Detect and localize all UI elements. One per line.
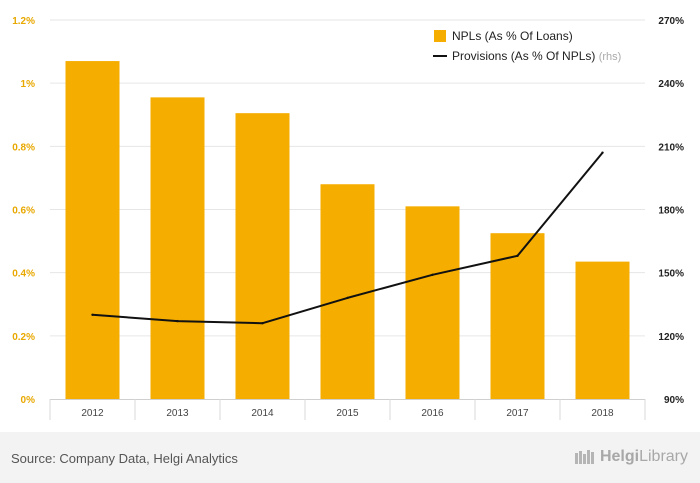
legend-axis-note: (rhs) (599, 51, 622, 63)
legend-label-npls: NPLs (As % Of Loans) (452, 29, 573, 43)
bar (575, 261, 630, 399)
bar (65, 61, 120, 399)
brand-prefix: Helgi (599, 448, 640, 465)
right-axis: 90% 120% 150% 180% 210% 240% 270% (658, 16, 684, 406)
line-point (91, 313, 94, 316)
bar (490, 233, 545, 399)
right-tick-label: 270% (658, 16, 684, 27)
bar (405, 206, 460, 399)
brand-suffix: Library (639, 448, 688, 465)
bar (150, 97, 205, 400)
x-tick-label: 2013 (166, 408, 189, 419)
x-tick-label: 2016 (421, 408, 444, 419)
left-tick-label: 0.6% (12, 206, 35, 217)
x-tick-label: 2012 (81, 408, 104, 419)
library-logo-icon (574, 450, 594, 464)
right-tick-label: 210% (658, 142, 684, 153)
bar (235, 113, 290, 399)
left-tick-label: 0.2% (12, 332, 35, 343)
right-tick-label: 120% (658, 332, 684, 343)
right-tick-label: 180% (658, 206, 684, 217)
legend-label-provisions: Provisions (As % Of NPLs) (rhs) (452, 49, 621, 63)
brand-name: HelgiLibrary (600, 448, 688, 466)
right-tick-label: 240% (658, 79, 684, 90)
right-tick-label: 90% (664, 395, 684, 406)
x-tick-label: 2018 (591, 408, 614, 419)
bar (320, 184, 375, 399)
source-note: Source: Company Data, Helgi Analytics (11, 451, 238, 466)
line-point (261, 322, 264, 325)
line-point (346, 296, 349, 300)
line-point (431, 273, 434, 276)
left-axis: 0% 0.2% 0.4% 0.6% 0.8% 1% 1.2% (12, 16, 35, 406)
bar-series (65, 61, 630, 400)
x-axis: 2012 2013 2014 2015 2016 2017 2018 (49, 399, 646, 420)
left-tick-label: 0.8% (12, 142, 35, 153)
left-tick-label: 1% (21, 79, 36, 90)
line-point (601, 151, 604, 154)
left-tick-label: 0% (21, 395, 36, 406)
line-point (176, 319, 179, 323)
line-series (91, 151, 604, 325)
left-tick-label: 1.2% (12, 16, 35, 27)
x-tick-label: 2014 (251, 408, 274, 419)
left-tick-label: 0.4% (12, 269, 35, 280)
right-tick-label: 150% (658, 269, 684, 280)
legend-series-name: Provisions (As % Of NPLs) (452, 49, 599, 63)
line-point (516, 254, 519, 258)
x-tick-label: 2015 (336, 408, 359, 419)
legend-swatch-npls (434, 30, 446, 42)
legend: NPLs (As % Of Loans) Provisions (As % Of … (433, 29, 621, 63)
x-tick-label: 2017 (506, 408, 529, 419)
brand[interactable]: HelgiLibrary (574, 448, 688, 466)
